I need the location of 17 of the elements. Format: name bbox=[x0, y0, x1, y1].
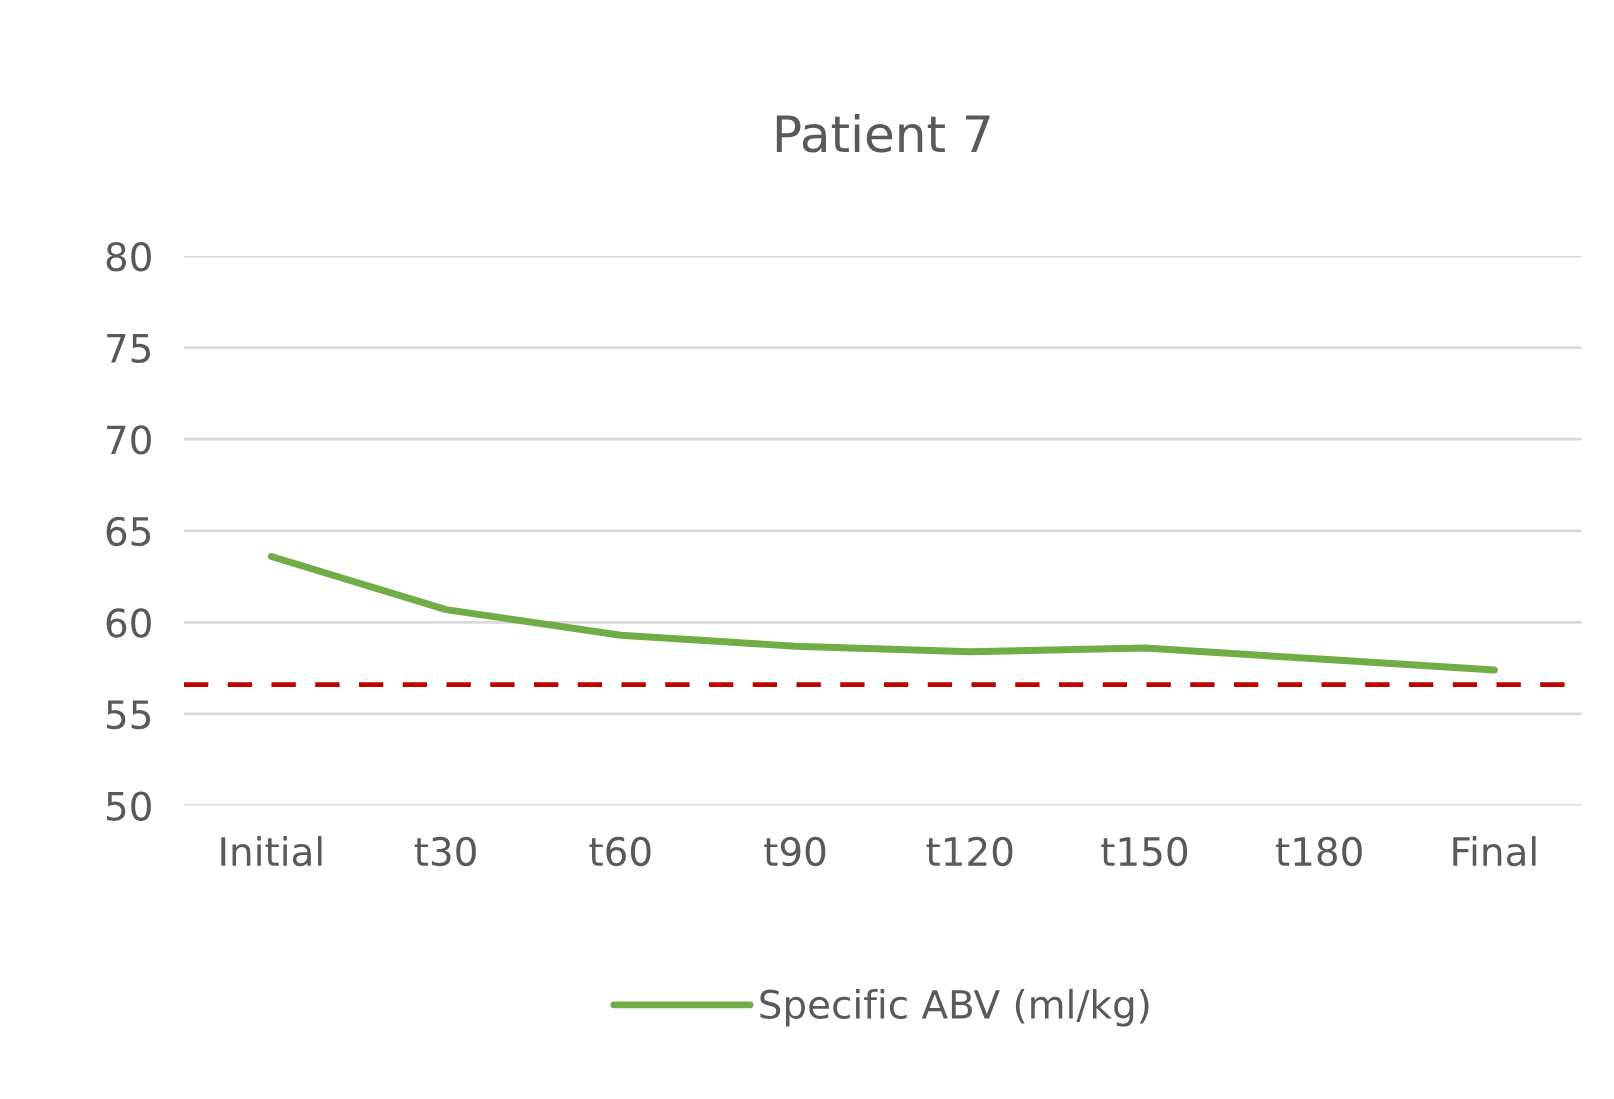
x-tick-label: Final bbox=[1453, 836, 1536, 867]
y-tick-label: 55 bbox=[106, 700, 151, 730]
y-tick-label: 75 bbox=[107, 334, 151, 363]
legend-label: Specific ABV (ml/kg) bbox=[760, 988, 1149, 1027]
y-tick-label: 50 bbox=[106, 791, 151, 821]
x-tick-label: t120 bbox=[926, 836, 1013, 867]
y-tick-label: 60 bbox=[106, 608, 151, 638]
y-tick-label: 80 bbox=[106, 241, 151, 272]
chart-title: Patient 7 bbox=[776, 113, 990, 153]
x-tick-label: t180 bbox=[1275, 836, 1362, 867]
x-tick-label: t60 bbox=[589, 836, 651, 867]
x-tick-label: t150 bbox=[1101, 836, 1188, 867]
x-tick-label: Initial bbox=[221, 836, 322, 867]
x-tick-label: t90 bbox=[764, 836, 826, 867]
y-tick-label: 65 bbox=[106, 516, 151, 547]
x-tick-label: t30 bbox=[414, 836, 476, 867]
y-tick-label: 70 bbox=[107, 425, 151, 455]
